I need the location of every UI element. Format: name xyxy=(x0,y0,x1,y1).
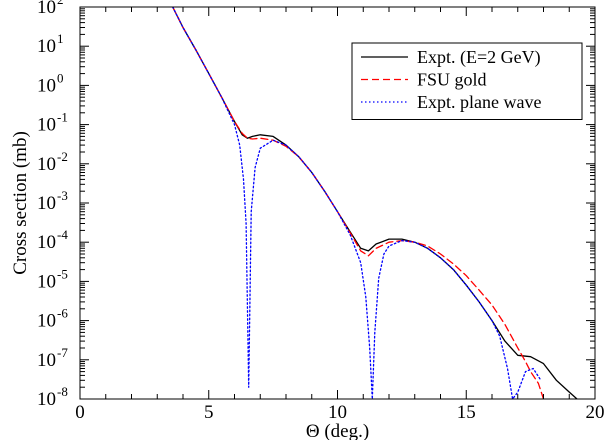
plot-frame xyxy=(79,6,596,400)
y-tick-label: 10 xyxy=(37,115,56,136)
y-tick-label: 10 xyxy=(37,311,56,332)
y-tick-label: 10 xyxy=(37,0,56,18)
series-line-3 xyxy=(172,7,542,399)
series-line-1 xyxy=(172,7,578,399)
y-tick-exponent: -2 xyxy=(57,149,68,164)
y-tick-label: 10 xyxy=(37,75,56,96)
y-tick-exponent: -3 xyxy=(57,188,68,203)
y-tick-label: 10 xyxy=(37,193,56,214)
y-tick-label: 10 xyxy=(37,36,56,57)
series-line-2 xyxy=(172,7,545,399)
legend-box xyxy=(351,42,583,120)
x-tick-label: 15 xyxy=(457,402,476,423)
y-tick-exponent: 1 xyxy=(57,31,64,46)
x-tick-label: 0 xyxy=(75,402,85,423)
y-tick-exponent: -1 xyxy=(57,110,68,125)
y-tick-label: 10 xyxy=(37,389,56,410)
legend-label-3: Expt. plane wave xyxy=(417,92,541,112)
x-axis-label: Θ (deg.) xyxy=(306,421,369,440)
y-tick-exponent: 2 xyxy=(57,0,64,7)
y-tick-exponent: -4 xyxy=(57,227,68,242)
legend-label-1: Expt. (E=2 GeV) xyxy=(417,47,541,68)
y-tick-exponent: -8 xyxy=(57,384,68,399)
y-tick-label: 10 xyxy=(37,154,56,175)
ticks-layer: 0 5 10 15 2010-810-710-610-510-410-310-210-1… xyxy=(37,0,605,423)
y-axis-label: Cross section (mb) xyxy=(10,131,31,275)
x-tick-label: 10 xyxy=(328,402,347,423)
y-tick-label: 10 xyxy=(37,232,56,253)
series-layer xyxy=(172,7,578,399)
x-tick-label: 5 xyxy=(204,402,214,423)
x-tick-label: 20 xyxy=(586,402,605,423)
y-tick-exponent: -6 xyxy=(57,306,68,321)
y-tick-exponent: -5 xyxy=(57,266,68,281)
legend-label-2: FSU gold xyxy=(417,70,487,90)
y-tick-label: 10 xyxy=(37,271,56,292)
y-tick-exponent: 0 xyxy=(57,70,64,85)
y-tick-label: 10 xyxy=(37,350,56,371)
y-tick-exponent: -7 xyxy=(57,345,68,360)
